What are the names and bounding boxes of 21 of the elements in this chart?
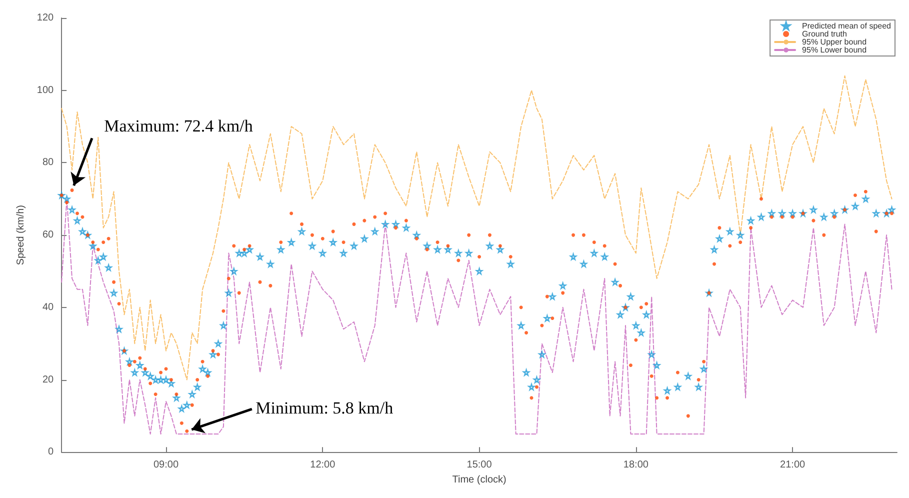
x-tick-label: 21:00 [780,460,806,471]
annotation: Minimum: 5.8 km/h [256,398,394,418]
y-tick-label: 80 [42,157,54,168]
y-tick-label: 20 [42,374,54,386]
annotation: Maximum: 72.4 km/h [104,116,254,136]
x-tick-label: 09:00 [153,460,179,471]
legend-label: 95% Upper bound [802,38,867,46]
legend-label: Ground truth [802,30,847,38]
x-tick-label: 12:00 [310,460,336,471]
y-tick-label: 120 [36,12,54,24]
line-series [61,75,892,380]
y-tick-label: 60 [42,230,54,241]
y-tick-label: 0 [48,446,54,458]
x-tick-label: 18:00 [623,460,649,471]
legend-label: 95% Lower bound [802,46,867,54]
y-tick-label: 40 [42,302,54,313]
x-axis-title: Time (clock) [452,474,506,486]
legend-label: Predicted mean of speed [802,22,892,30]
y-tick-label: 100 [36,84,54,96]
y-axis-title: Speed (km/h) [16,205,26,266]
x-tick-label: 15:00 [466,460,492,471]
